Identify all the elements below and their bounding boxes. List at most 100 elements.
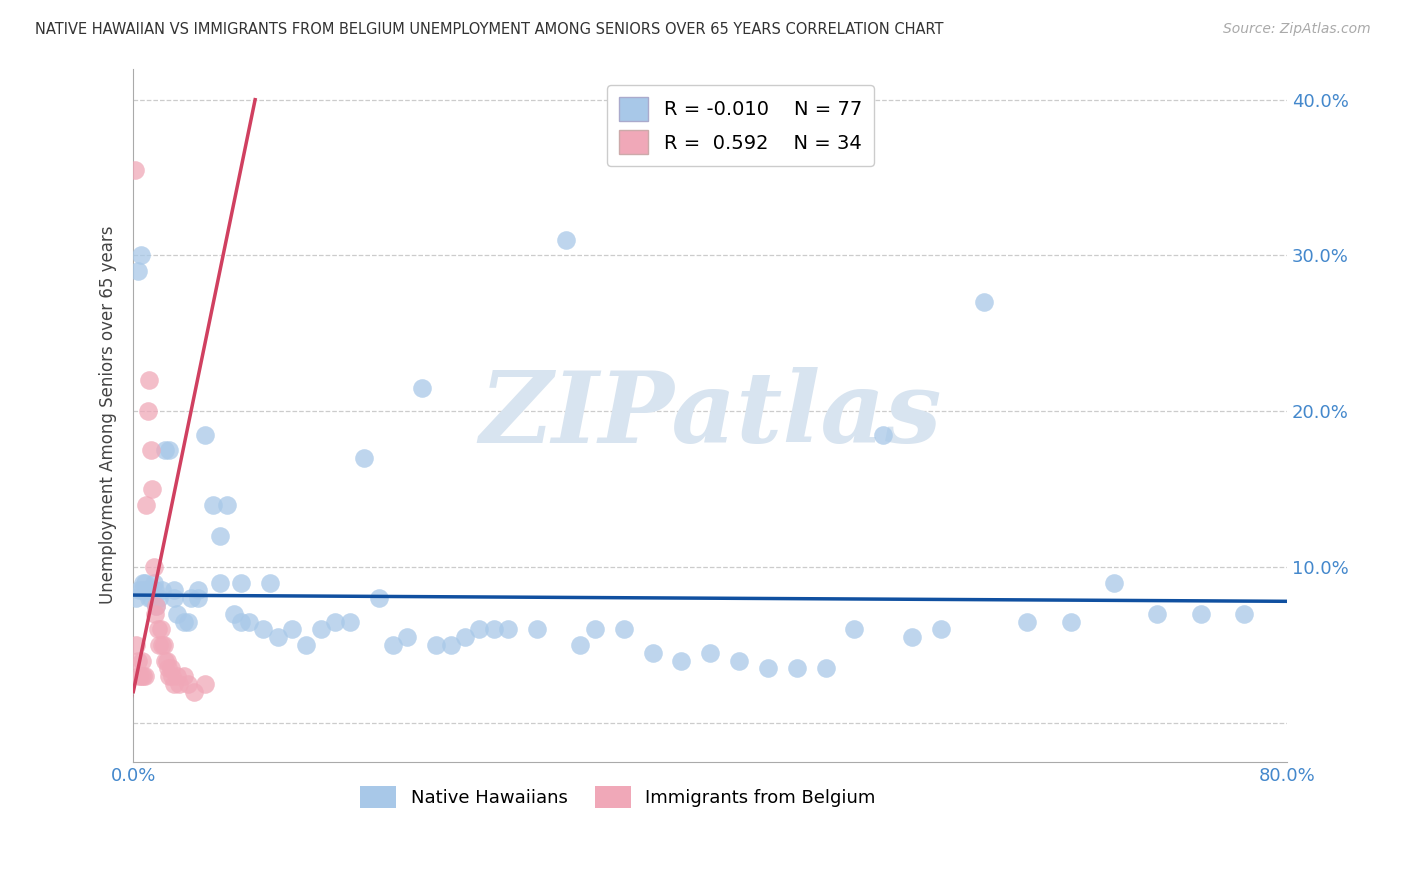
Point	[166, 607, 188, 621]
Text: ZIPatlas: ZIPatlas	[479, 367, 942, 464]
Point	[173, 669, 195, 683]
Point	[162, 669, 184, 683]
Point	[187, 591, 209, 606]
Text: Source: ZipAtlas.com: Source: ZipAtlas.com	[1223, 22, 1371, 37]
Point	[1060, 615, 1083, 629]
Point	[266, 630, 288, 644]
Point	[201, 498, 224, 512]
Point	[482, 623, 505, 637]
Point	[786, 661, 808, 675]
Point	[929, 623, 952, 637]
Point	[555, 233, 578, 247]
Point	[671, 653, 693, 667]
Point	[281, 623, 304, 637]
Point	[569, 638, 592, 652]
Point	[131, 653, 153, 667]
Point	[353, 450, 375, 465]
Point	[146, 623, 169, 637]
Point	[323, 615, 346, 629]
Point	[641, 646, 664, 660]
Point	[454, 630, 477, 644]
Point	[526, 623, 548, 637]
Point	[1017, 615, 1039, 629]
Point	[124, 162, 146, 177]
Point	[259, 575, 281, 590]
Point	[173, 615, 195, 629]
Point	[814, 661, 837, 675]
Point	[425, 638, 447, 652]
Point	[180, 591, 202, 606]
Point	[127, 264, 149, 278]
Point	[439, 638, 461, 652]
Point	[163, 677, 186, 691]
Point	[177, 615, 200, 629]
Legend: Native Hawaiians, Immigrants from Belgium: Native Hawaiians, Immigrants from Belgiu…	[353, 779, 883, 815]
Point	[135, 583, 157, 598]
Point	[141, 482, 163, 496]
Point	[166, 669, 188, 683]
Point	[728, 653, 751, 667]
Text: NATIVE HAWAIIAN VS IMMIGRANTS FROM BELGIUM UNEMPLOYMENT AMONG SENIORS OVER 65 YE: NATIVE HAWAIIAN VS IMMIGRANTS FROM BELGI…	[35, 22, 943, 37]
Point	[125, 638, 148, 652]
Point	[468, 623, 491, 637]
Point	[134, 669, 156, 683]
Point	[396, 630, 419, 644]
Point	[339, 615, 361, 629]
Point	[153, 653, 176, 667]
Point	[613, 623, 636, 637]
Point	[142, 575, 165, 590]
Point	[217, 498, 239, 512]
Point	[155, 653, 177, 667]
Point	[153, 443, 176, 458]
Point	[194, 677, 217, 691]
Point	[295, 638, 318, 652]
Point	[143, 583, 166, 598]
Point	[143, 607, 166, 621]
Point	[148, 591, 170, 606]
Point	[135, 498, 157, 512]
Point	[1146, 607, 1168, 621]
Point	[699, 646, 721, 660]
Point	[131, 583, 153, 598]
Point	[129, 248, 152, 262]
Point	[309, 623, 332, 637]
Point	[208, 575, 231, 590]
Point	[139, 591, 162, 606]
Point	[1189, 607, 1212, 621]
Point	[231, 615, 253, 629]
Point	[1102, 575, 1125, 590]
Point	[156, 661, 179, 675]
Y-axis label: Unemployment Among Seniors over 65 years: Unemployment Among Seniors over 65 years	[100, 226, 117, 605]
Point	[134, 575, 156, 590]
Point	[129, 669, 152, 683]
Point	[231, 575, 253, 590]
Point	[150, 638, 173, 652]
Point	[872, 427, 894, 442]
Point	[145, 599, 167, 613]
Point	[381, 638, 404, 652]
Point	[844, 623, 866, 637]
Point	[132, 575, 155, 590]
Point	[411, 381, 433, 395]
Point	[127, 653, 149, 667]
Point	[252, 623, 274, 637]
Point	[177, 677, 200, 691]
Point	[128, 669, 150, 683]
Point	[498, 623, 520, 637]
Point	[152, 638, 174, 652]
Point	[149, 623, 172, 637]
Point	[163, 583, 186, 598]
Point	[169, 677, 191, 691]
Point	[583, 623, 606, 637]
Point	[125, 591, 148, 606]
Point	[367, 591, 389, 606]
Point	[157, 669, 180, 683]
Point	[138, 591, 160, 606]
Point	[132, 669, 155, 683]
Point	[138, 373, 160, 387]
Point	[160, 661, 183, 675]
Point	[150, 583, 173, 598]
Point	[238, 615, 260, 629]
Point	[148, 638, 170, 652]
Point	[183, 684, 205, 698]
